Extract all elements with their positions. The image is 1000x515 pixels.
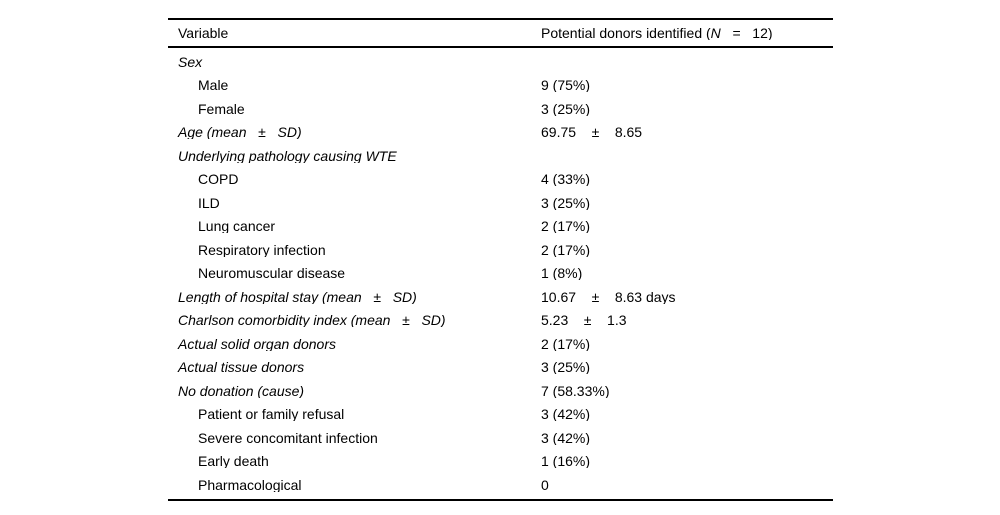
table-row: No donation (cause) 7 (58.33%): [168, 379, 833, 403]
row-value: 2 (17%): [541, 242, 591, 257]
row-value: 2 (17%): [541, 336, 591, 351]
row-label: Actual solid organ donors: [178, 336, 336, 351]
table-row: ILD 3 (25%): [168, 191, 833, 215]
row-value: 3 (42%): [541, 430, 591, 445]
row-label: Actual tissue donors: [178, 360, 305, 375]
column-header-potential-donors: Potential donors identified (N = 12): [541, 26, 833, 40]
row-label: Pharmacological: [198, 477, 302, 492]
table-row: Age (mean ± SD) 69.75 ± 8.65: [168, 121, 833, 145]
row-label: Age (mean ± SD): [178, 125, 302, 140]
table-row: Length of hospital stay (mean ± SD) 10.67…: [168, 285, 833, 309]
table-row: Early death 1 (16%): [168, 450, 833, 474]
row-label: Respiratory infection: [198, 242, 326, 257]
row-label: Neuromuscular disease: [198, 266, 346, 281]
row-value: 9 (75%): [541, 78, 591, 93]
row-value: 2 (17%): [541, 219, 591, 234]
row-value: 1 (8%): [541, 266, 583, 281]
row-label: Underlying pathology causing WTE: [178, 148, 397, 163]
row-label: No donation (cause): [178, 383, 305, 398]
table-row: Severe concomitant infection 3 (42%): [168, 426, 833, 450]
table-row: Sex: [168, 50, 833, 74]
header-col2-prefix: Potential donors identified (: [541, 26, 711, 40]
table-row: COPD 4 (33%): [168, 168, 833, 192]
table-row: Pharmacological 0: [168, 473, 833, 497]
table-row: Male 9 (75%): [168, 74, 833, 98]
row-label: Length of hospital stay (mean ± SD): [178, 289, 417, 304]
row-label: Charlson comorbidity index (mean ± SD): [178, 313, 446, 328]
row-label: Male: [198, 78, 229, 93]
row-value: 3 (25%): [541, 101, 591, 116]
header-col2-n-symbol: N: [710, 26, 721, 40]
row-value: 1 (16%): [541, 454, 591, 469]
row-value: 0: [541, 477, 549, 492]
table-row: Respiratory infection 2 (17%): [168, 238, 833, 262]
donor-characteristics-table: Variable Potential donors identified (N …: [168, 18, 833, 501]
table-body: Sex Male 9 (75%) Female 3 (25%) Age (mean ± S…: [168, 48, 833, 499]
table-row: Charlson comorbidity index (mean ± SD) 5.…: [168, 309, 833, 333]
table-header-row: Variable Potential donors identified (N …: [168, 20, 833, 48]
table-row: Actual tissue donors 3 (25%): [168, 356, 833, 380]
table-row: Neuromuscular disease 1 (8%): [168, 262, 833, 286]
table-row: Underlying pathology causing WTE: [168, 144, 833, 168]
row-label: Lung cancer: [198, 219, 276, 234]
table-row: Lung cancer 2 (17%): [168, 215, 833, 239]
header-col2-suffix: = 12): [720, 26, 773, 40]
row-value: 10.67 ± 8.63 days: [541, 289, 676, 304]
row-value: 5.23 ± 1.3: [541, 313, 627, 328]
row-label: Early death: [198, 454, 269, 469]
row-label: ILD: [198, 195, 220, 210]
column-header-variable: Variable: [178, 26, 229, 40]
row-value: 69.75 ± 8.65: [541, 125, 643, 140]
row-label: COPD: [198, 172, 239, 187]
row-value: 3 (25%): [541, 360, 591, 375]
row-label: Severe concomitant infection: [198, 430, 378, 445]
row-value: 3 (25%): [541, 195, 591, 210]
row-label: Patient or family refusal: [198, 407, 345, 422]
row-value: 7 (58.33%): [541, 383, 610, 398]
row-value: 4 (33%): [541, 172, 591, 187]
table-row: Actual solid organ donors 2 (17%): [168, 332, 833, 356]
row-label: Sex: [178, 54, 203, 69]
table-row: Patient or family refusal 3 (42%): [168, 403, 833, 427]
row-value: 3 (42%): [541, 407, 591, 422]
row-label: Female: [198, 101, 245, 116]
table-row: Female 3 (25%): [168, 97, 833, 121]
